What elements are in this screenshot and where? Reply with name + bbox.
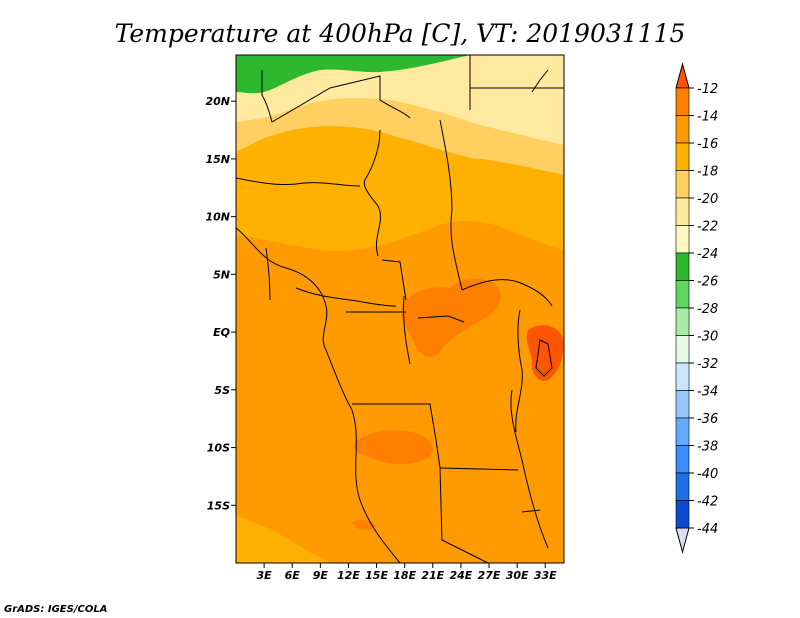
colorbar-bin [675, 362, 690, 391]
x-axis: 3E 6E 9E 12E 15E 18E 21E 24E 27E 30E 33E [257, 563, 557, 582]
colorbar-upper-arrow [675, 62, 690, 89]
colorbar-label: -38 [697, 440, 718, 455]
temperature-map [236, 55, 564, 563]
x-tick-label: 18E [393, 569, 416, 582]
x-tick-label: 3E [257, 569, 273, 582]
colorbar-bin [675, 445, 690, 474]
colorbar-bin [675, 87, 690, 116]
y-axis: 20N 15N 10N 5N EQ 5S 10S 15S [205, 95, 236, 512]
y-tick-label: 15S [207, 499, 230, 512]
colorbar-label: -24 [697, 247, 718, 262]
y-tick-label: 20N [205, 95, 230, 108]
x-tick-label: 15E [365, 569, 388, 582]
y-tick-label: 10N [205, 211, 230, 224]
x-tick-label: 9E [313, 569, 329, 582]
colorbar-label: -20 [697, 192, 718, 207]
colorbar-label: -16 [697, 137, 718, 152]
colorbar-label: -12 [697, 82, 718, 97]
y-tick-label: 15N [205, 153, 230, 166]
y-tick-label: 5N [213, 268, 230, 281]
colorbar-bin [675, 115, 690, 144]
colorbar-bin [675, 417, 690, 446]
region-southwest-coast [236, 515, 330, 563]
x-tick-label: 21E [421, 569, 444, 582]
region-sahara-north-band [236, 55, 470, 94]
chart-title: Temperature at 400hPa [C], VT: 201903111… [115, 19, 686, 48]
colorbar-label: -36 [697, 412, 718, 427]
colorbar-label: -42 [697, 495, 718, 510]
colorbar-bin [675, 252, 690, 281]
colorbar-bin [675, 225, 690, 254]
footer-credit: GrADS: IGES/COLA [4, 604, 107, 615]
plot-frame [235, 54, 565, 564]
colorbar-label: -26 [697, 275, 718, 290]
colorbar-label: -44 [697, 522, 718, 537]
y-tick-label: 5S [214, 384, 230, 397]
region-congo-warm-patch [401, 278, 501, 357]
colorbar-label: -14 [697, 110, 718, 125]
colorbar-bin [675, 197, 690, 226]
colorbar-bin [675, 390, 690, 419]
y-tick-label: 10S [207, 442, 230, 455]
colorbar-label: -40 [697, 467, 718, 482]
colorbar-bin [675, 472, 690, 501]
x-tick-label: 12E [337, 569, 360, 582]
colorbar-bin [675, 335, 690, 364]
colorbar-bin [675, 307, 690, 336]
x-tick-label: 30E [506, 569, 529, 582]
colorbar-label: -22 [697, 220, 718, 235]
colorbar-lower-arrow [675, 527, 690, 554]
region-sahel-north [236, 55, 564, 145]
colorbar-bin [675, 280, 690, 309]
x-tick-label: 6E [285, 569, 301, 582]
colorbar-label: -28 [697, 302, 718, 317]
colorbar: -12 -14 -16 -18 -20 -22 -24 -26 -28 -30 -32 -34 -36 -… [675, 62, 718, 554]
x-tick-label: 33E [534, 569, 557, 582]
x-tick-label: 24E [450, 569, 473, 582]
colorbar-label: -18 [697, 165, 718, 180]
colorbar-label: -30 [697, 330, 718, 345]
colorbar-label: -34 [697, 385, 718, 400]
colorbar-bin [675, 170, 690, 199]
colorbar-bin [675, 142, 690, 171]
colorbar-label: -32 [697, 357, 718, 372]
y-tick-label: EQ [213, 326, 230, 339]
x-tick-label: 27E [478, 569, 501, 582]
colorbar-bin [675, 500, 690, 529]
region-angola-warm-patch [354, 430, 433, 465]
map-borders [236, 55, 564, 563]
